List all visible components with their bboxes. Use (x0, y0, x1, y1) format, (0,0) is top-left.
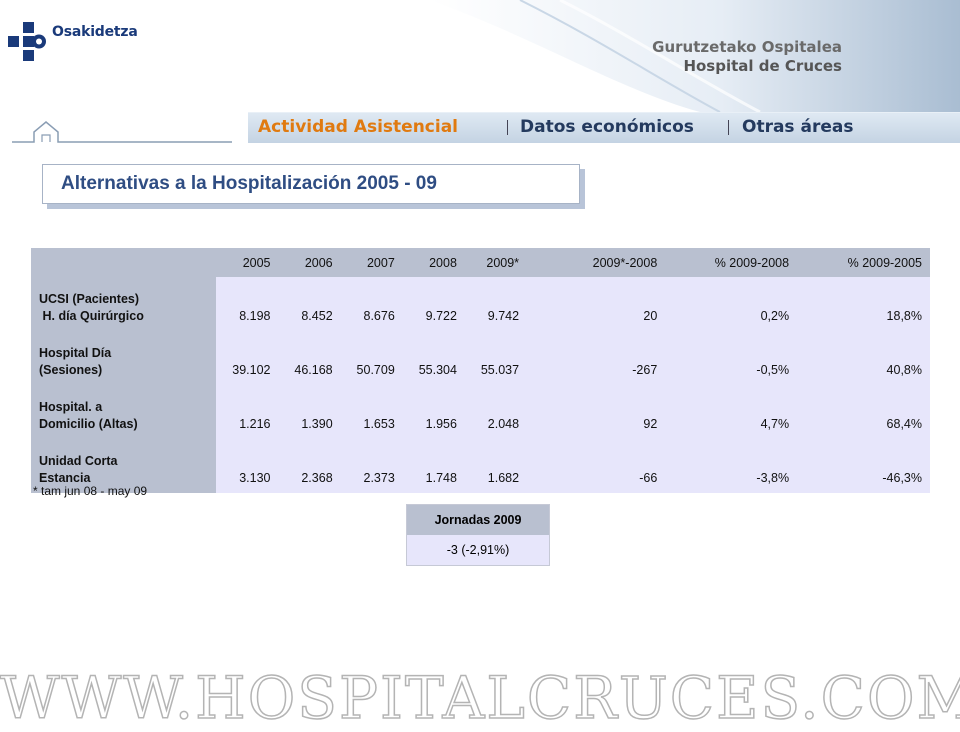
table-cell: 9.742 (464, 277, 528, 331)
nav-otras-areas[interactable]: Otras áreas (742, 117, 854, 137)
table-cell: 1.956 (402, 385, 465, 439)
table-cell: 1.216 (216, 385, 279, 439)
column-header: 2005 (216, 248, 279, 277)
table-cell: 18,8% (797, 277, 930, 331)
home-icon[interactable] (12, 118, 232, 148)
table-row: Unidad Corta Estancia 3.130 2.368 2.373 … (31, 439, 930, 493)
row-label-line1: Hospital. a (39, 400, 103, 414)
table-cell: -267 (527, 331, 666, 385)
row-label-line2: (Sesiones) (39, 363, 103, 377)
table-cell: -46,3% (797, 439, 930, 493)
row-label-line1: Hospital Día (39, 346, 112, 360)
table-cell: 39.102 (216, 331, 279, 385)
row-header: Hospital. a Domicilio (Altas) (31, 385, 217, 439)
table-cell: 3.130 (216, 439, 279, 493)
column-header: 2006 (278, 248, 341, 277)
table-row: Hospital Día (Sesiones) 39.102 46.168 50… (31, 331, 930, 385)
column-header: 2009*-2008 (527, 248, 666, 277)
table-footnote: * tam jun 08 - may 09 (33, 484, 148, 498)
table-cell: -66 (527, 439, 666, 493)
jornadas-value: -3 (-2,91%) (406, 535, 550, 566)
logo-text: Osakidetza (52, 24, 138, 40)
website-watermark: WWW.HOSPITALCRUCES.COM (0, 663, 960, 732)
column-header: 2008 (402, 248, 465, 277)
table-cell: 1.390 (278, 385, 341, 439)
table-cell: 1.653 (340, 385, 403, 439)
table-cell: 1.682 (464, 439, 528, 493)
row-header: Unidad Corta Estancia (31, 439, 217, 493)
table-cell: 40,8% (797, 331, 930, 385)
header-swoosh (430, 0, 960, 114)
hospitalization-alternatives-table: 2005 2006 2007 2008 2009* 2009*-2008 % 2… (31, 248, 930, 493)
row-label-line1: Unidad Corta (39, 454, 118, 468)
row-header: Hospital Día (Sesiones) (31, 331, 217, 385)
hospital-name-basque: Gurutzetako Ospitalea (652, 38, 842, 56)
table-cell: 4,7% (665, 385, 798, 439)
jornadas-header: Jornadas 2009 (406, 504, 550, 535)
row-label-line2: H. día Quirúrgico (39, 309, 144, 323)
nav-datos-economicos[interactable]: Datos económicos (520, 117, 694, 137)
table-cell: 8.198 (216, 277, 279, 331)
hospital-name-spanish: Hospital de Cruces (683, 57, 842, 75)
table-cell: 46.168 (278, 331, 341, 385)
page-title: Alternativas a la Hospitalización 2005 -… (61, 173, 437, 194)
jornadas-table: Jornadas 2009 -3 (-2,91%) (406, 504, 550, 566)
table-cell: 1.748 (402, 439, 465, 493)
row-label-line1: UCSI (Pacientes) (39, 292, 140, 306)
table-cell: 68,4% (797, 385, 930, 439)
section-title-box: Alternativas a la Hospitalización 2005 -… (42, 164, 580, 204)
table-cell: 55.037 (464, 331, 528, 385)
osakidetza-logo-icon (8, 22, 46, 61)
row-label-line2: Estancia (39, 471, 91, 485)
table-cell: 0,2% (665, 277, 798, 331)
table-header-corner (31, 248, 217, 277)
table-cell: 9.722 (402, 277, 465, 331)
column-header: 2007 (340, 248, 403, 277)
main-navigation: Actividad Asistencial Datos económicos O… (248, 112, 960, 143)
row-label-line2: Domicilio (Altas) (39, 417, 138, 431)
nav-actividad-asistencial[interactable]: Actividad Asistencial (258, 117, 459, 137)
table-cell: -3,8% (665, 439, 798, 493)
table-row: UCSI (Pacientes) H. día Quirúrgico 8.198… (31, 277, 930, 331)
table-cell: 50.709 (340, 331, 403, 385)
table-header-row: 2005 2006 2007 2008 2009* 2009*-2008 % 2… (31, 248, 930, 277)
nav-separator (507, 120, 508, 135)
row-header: UCSI (Pacientes) H. día Quirúrgico (31, 277, 217, 331)
column-header: % 2009-2008 (665, 248, 798, 277)
table-row: Hospital. a Domicilio (Altas) 1.216 1.39… (31, 385, 930, 439)
table-cell: 55.304 (402, 331, 465, 385)
column-header: % 2009-2005 (797, 248, 930, 277)
table-cell: 2.373 (340, 439, 403, 493)
column-header: 2009* (464, 248, 528, 277)
table-cell: 92 (527, 385, 666, 439)
hospital-name: Gurutzetako Ospitalea Hospital de Cruces (652, 38, 842, 76)
table-cell: 20 (527, 277, 666, 331)
table-cell: -0,5% (665, 331, 798, 385)
table-cell: 2.048 (464, 385, 528, 439)
table-cell: 8.676 (340, 277, 403, 331)
table-cell: 2.368 (278, 439, 341, 493)
nav-separator (728, 120, 729, 135)
table-cell: 8.452 (278, 277, 341, 331)
